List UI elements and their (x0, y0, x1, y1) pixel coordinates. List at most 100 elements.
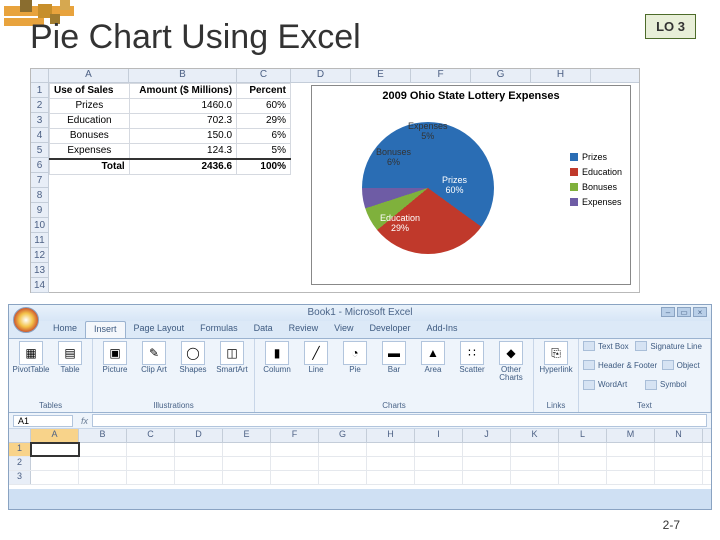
office-button[interactable] (13, 307, 39, 333)
line-chart-button[interactable]: ╱Line (298, 341, 334, 374)
tab-formulas[interactable]: Formulas (192, 321, 246, 338)
table-row[interactable]: Bonuses150.06% (50, 129, 291, 144)
minimize-button[interactable]: – (661, 307, 675, 317)
cell[interactable] (415, 457, 463, 470)
cell[interactable] (271, 457, 319, 470)
picture-button[interactable]: ▣Picture (97, 341, 133, 374)
cell[interactable] (31, 471, 79, 484)
cell[interactable] (415, 443, 463, 456)
col-header[interactable]: D (175, 429, 223, 442)
cell[interactable] (223, 443, 271, 456)
tab-add-ins[interactable]: Add-Ins (419, 321, 466, 338)
table-row[interactable]: Education702.329% (50, 114, 291, 129)
cell[interactable] (511, 457, 559, 470)
cell[interactable] (559, 457, 607, 470)
cell[interactable] (511, 471, 559, 484)
fx-icon[interactable]: fx (81, 416, 88, 426)
cell[interactable] (511, 443, 559, 456)
row-header[interactable]: 2 (9, 457, 31, 470)
cell[interactable] (127, 443, 175, 456)
col-header[interactable]: A (49, 69, 129, 82)
col-header[interactable]: B (79, 429, 127, 442)
formula-bar[interactable] (92, 414, 707, 427)
col-header[interactable]: G (471, 69, 531, 82)
signature-button[interactable]: Signature Line (650, 342, 702, 351)
col-header[interactable]: D (291, 69, 351, 82)
col-header[interactable]: L (559, 429, 607, 442)
shapes-button[interactable]: ◯Shapes (175, 341, 211, 374)
cell[interactable] (79, 471, 127, 484)
header-footer-button[interactable]: Header & Footer (598, 361, 657, 370)
tab-data[interactable]: Data (246, 321, 281, 338)
column-chart-button[interactable]: ▮Column (259, 341, 295, 374)
cell[interactable] (31, 443, 79, 456)
cell[interactable] (463, 443, 511, 456)
cell[interactable] (31, 457, 79, 470)
tab-review[interactable]: Review (281, 321, 327, 338)
col-header[interactable]: G (319, 429, 367, 442)
col-header[interactable]: F (271, 429, 319, 442)
cell[interactable] (367, 443, 415, 456)
cell[interactable] (79, 443, 127, 456)
cell[interactable] (367, 471, 415, 484)
table-button[interactable]: ▤Table (52, 341, 88, 374)
scatter-chart-button[interactable]: ∷Scatter (454, 341, 490, 374)
cell[interactable] (271, 443, 319, 456)
table-total-row[interactable]: Total2436.6100% (50, 159, 291, 175)
object-button[interactable]: Object (677, 361, 700, 370)
col-header[interactable]: J (463, 429, 511, 442)
area-chart-button[interactable]: ▲Area (415, 341, 451, 374)
cell[interactable] (559, 443, 607, 456)
wordart-button[interactable]: WordArt (598, 380, 627, 389)
cell[interactable] (223, 471, 271, 484)
cell[interactable] (271, 471, 319, 484)
tab-page-layout[interactable]: Page Layout (126, 321, 193, 338)
table-row[interactable]: Prizes1460.060% (50, 99, 291, 114)
col-header[interactable]: I (415, 429, 463, 442)
row-header[interactable]: 3 (9, 471, 31, 484)
tab-home[interactable]: Home (45, 321, 85, 338)
col-header[interactable]: M (607, 429, 655, 442)
other-charts-button[interactable]: ◆Other Charts (493, 341, 529, 382)
cell[interactable] (607, 457, 655, 470)
pie-chart-button[interactable]: ◔Pie (337, 341, 373, 374)
col-header[interactable]: F (411, 69, 471, 82)
textbox-button[interactable]: Text Box (598, 342, 629, 351)
cell[interactable] (463, 471, 511, 484)
pivottable-button[interactable]: ▦PivotTable (13, 341, 49, 374)
cell[interactable] (607, 443, 655, 456)
smartart-button[interactable]: ◫SmartArt (214, 341, 250, 374)
name-box[interactable]: A1 (13, 415, 73, 427)
col-header[interactable]: H (367, 429, 415, 442)
cell[interactable] (607, 471, 655, 484)
table-row[interactable]: Expenses124.35% (50, 144, 291, 160)
bar-chart-button[interactable]: ▬Bar (376, 341, 412, 374)
cell[interactable] (367, 457, 415, 470)
cell[interactable] (559, 471, 607, 484)
cell[interactable] (655, 471, 703, 484)
col-header[interactable]: K (511, 429, 559, 442)
cell[interactable] (655, 443, 703, 456)
lottery-data-table[interactable]: Use of Sales Amount ($ Millions) Percent… (49, 83, 291, 175)
cell[interactable] (223, 457, 271, 470)
cell[interactable] (319, 457, 367, 470)
col-header[interactable]: E (351, 69, 411, 82)
col-header[interactable]: B (129, 69, 237, 82)
col-header[interactable]: H (531, 69, 591, 82)
close-button[interactable]: × (693, 307, 707, 317)
cell[interactable] (319, 443, 367, 456)
col-header[interactable]: E (223, 429, 271, 442)
col-header[interactable]: N (655, 429, 703, 442)
cell[interactable] (415, 471, 463, 484)
cell[interactable] (127, 457, 175, 470)
col-header[interactable]: A (31, 429, 79, 442)
cell[interactable] (655, 457, 703, 470)
col-header[interactable]: C (237, 69, 291, 82)
cell[interactable] (319, 471, 367, 484)
cell[interactable] (79, 457, 127, 470)
tab-view[interactable]: View (326, 321, 361, 338)
maximize-button[interactable]: ▭ (677, 307, 691, 317)
tab-insert[interactable]: Insert (85, 321, 126, 338)
cell[interactable] (175, 471, 223, 484)
clipart-button[interactable]: ✎Clip Art (136, 341, 172, 374)
